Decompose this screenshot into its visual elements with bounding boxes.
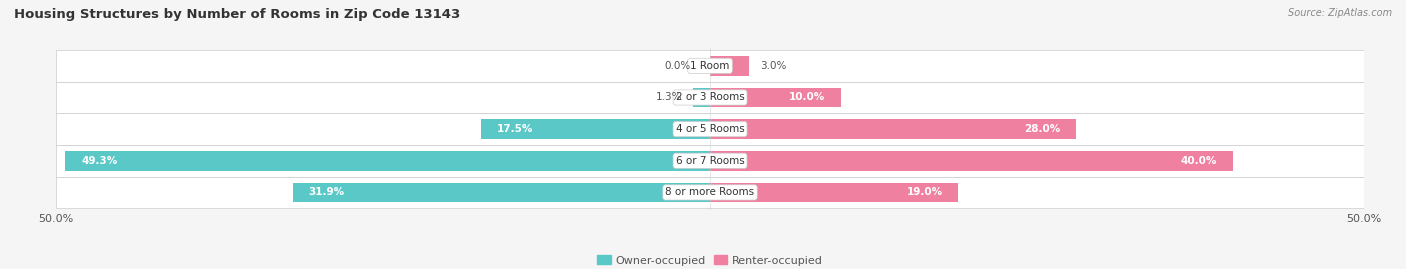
Text: 31.9%: 31.9% bbox=[308, 187, 344, 197]
Text: 4 or 5 Rooms: 4 or 5 Rooms bbox=[676, 124, 744, 134]
FancyBboxPatch shape bbox=[56, 82, 1364, 113]
Text: Housing Structures by Number of Rooms in Zip Code 13143: Housing Structures by Number of Rooms in… bbox=[14, 8, 460, 21]
Bar bbox=[710, 88, 841, 107]
Text: 10.0%: 10.0% bbox=[789, 93, 825, 102]
FancyBboxPatch shape bbox=[56, 113, 1364, 145]
Text: 1 Room: 1 Room bbox=[690, 61, 730, 71]
Text: 17.5%: 17.5% bbox=[496, 124, 533, 134]
Text: 28.0%: 28.0% bbox=[1024, 124, 1060, 134]
Bar bbox=[710, 151, 1233, 171]
Text: 19.0%: 19.0% bbox=[907, 187, 943, 197]
Text: 40.0%: 40.0% bbox=[1181, 156, 1218, 166]
Bar bbox=[710, 56, 749, 76]
FancyBboxPatch shape bbox=[56, 176, 1364, 208]
Text: 0.0%: 0.0% bbox=[664, 61, 690, 71]
Bar bbox=[66, 151, 710, 171]
Bar bbox=[693, 88, 710, 107]
Bar bbox=[710, 183, 959, 202]
Bar bbox=[710, 119, 1076, 139]
Text: 1.3%: 1.3% bbox=[657, 93, 682, 102]
FancyBboxPatch shape bbox=[56, 50, 1364, 82]
Text: 49.3%: 49.3% bbox=[82, 156, 117, 166]
Text: 6 or 7 Rooms: 6 or 7 Rooms bbox=[676, 156, 744, 166]
Text: 8 or more Rooms: 8 or more Rooms bbox=[665, 187, 755, 197]
Text: 3.0%: 3.0% bbox=[759, 61, 786, 71]
Legend: Owner-occupied, Renter-occupied: Owner-occupied, Renter-occupied bbox=[598, 255, 823, 266]
Text: Source: ZipAtlas.com: Source: ZipAtlas.com bbox=[1288, 8, 1392, 18]
FancyBboxPatch shape bbox=[56, 145, 1364, 176]
Bar bbox=[292, 183, 710, 202]
Text: 2 or 3 Rooms: 2 or 3 Rooms bbox=[676, 93, 744, 102]
Bar bbox=[481, 119, 710, 139]
